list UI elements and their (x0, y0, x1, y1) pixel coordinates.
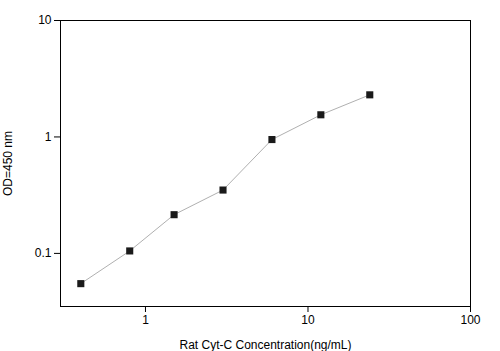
svg-text:10: 10 (301, 313, 315, 327)
svg-text:100: 100 (460, 313, 480, 327)
svg-text:10: 10 (38, 13, 52, 27)
svg-text:OD=450 nm: OD=450 nm (1, 131, 15, 196)
svg-text:1: 1 (142, 313, 149, 327)
svg-text:0.1: 0.1 (35, 246, 52, 260)
svg-text:Rat Cyt-C Concentration(ng/mL): Rat Cyt-C Concentration(ng/mL) (179, 338, 351, 351)
svg-text:1: 1 (45, 130, 52, 144)
